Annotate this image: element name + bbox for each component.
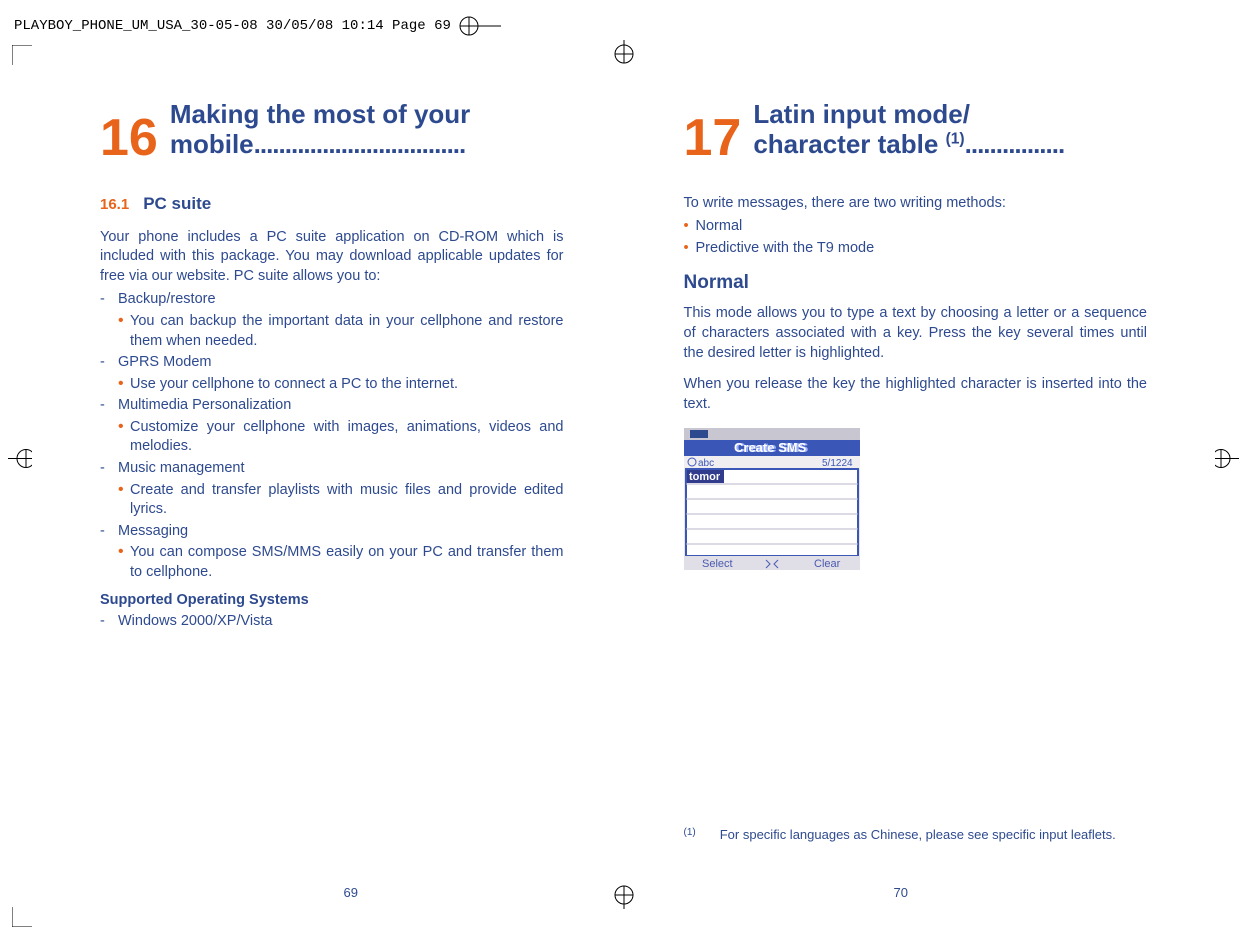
os-item: - Windows 2000/XP/Vista — [100, 612, 564, 632]
page-left: 16 Making the most of your mobile.......… — [0, 60, 624, 892]
list-subitem: •Use your cellphone to connect a PC to t… — [118, 375, 564, 395]
list-subitem: •Customize your cellphone with images, a… — [118, 418, 564, 457]
os-heading: Supported Operating Systems — [100, 592, 564, 608]
list-subitem: •You can backup the important data in yo… — [118, 312, 564, 351]
right-intro: To write messages, there are two writing… — [684, 194, 1148, 214]
list-subitem: •Create and transfer playlists with musi… — [118, 481, 564, 520]
intro-text: Your phone includes a PC suite applicati… — [100, 228, 564, 287]
page-header: PLAYBOY_PHONE_UM_USA_30-05-08 30/05/08 1… — [14, 14, 501, 38]
title-dots: ................ — [965, 129, 1065, 159]
chapter-title: Making the most of your mobile..........… — [170, 100, 564, 160]
list-item: -Messaging — [100, 522, 564, 542]
list-item: •Normal — [684, 217, 1148, 237]
svg-text:abc: abc — [698, 458, 714, 469]
chapter-number: 16 — [100, 116, 158, 160]
footnote: (1) For specific languages as Chinese, p… — [684, 827, 1116, 842]
list-item: -Music management — [100, 459, 564, 479]
svg-text:Create SMS: Create SMS — [734, 440, 807, 455]
title-dots: .................................. — [254, 129, 466, 159]
list-item: -Multimedia Personalization — [100, 396, 564, 416]
page-number-right: 70 — [894, 885, 908, 900]
phone-screenshot: Create SMS Create SMS abc 5/1224 tomor S… — [684, 428, 860, 570]
svg-text:Select: Select — [702, 558, 733, 570]
footnote-mark: (1) — [684, 827, 696, 838]
svg-text:5/1224: 5/1224 — [822, 458, 853, 469]
list-item: -Backup/restore — [100, 290, 564, 310]
svg-text:Clear: Clear — [814, 558, 841, 570]
section-title: PC suite — [143, 194, 211, 214]
chapter-title: Latin input mode/ character table (1)...… — [753, 100, 1147, 160]
footnote-text: For specific languages as Chinese, pleas… — [720, 827, 1116, 842]
list-item: •Predictive with the T9 mode — [684, 239, 1148, 259]
svg-text:tomor: tomor — [689, 471, 721, 483]
corner-bl-icon — [12, 907, 32, 932]
header-text: PLAYBOY_PHONE_UM_USA_30-05-08 30/05/08 1… — [14, 18, 451, 34]
chapter-16: 16 Making the most of your mobile.......… — [100, 100, 564, 160]
writing-methods-list: •Normal•Predictive with the T9 mode — [684, 217, 1148, 258]
footnote-ref: (1) — [946, 130, 965, 147]
page-right: 17 Latin input mode/ character table (1)… — [624, 60, 1247, 892]
page-number-left: 69 — [344, 885, 358, 900]
normal-heading: Normal — [684, 272, 1148, 294]
chapter-17: 17 Latin input mode/ character table (1)… — [684, 100, 1148, 160]
normal-p1: This mode allows you to type a text by c… — [684, 304, 1148, 363]
feature-list: -Backup/restore•You can backup the impor… — [100, 290, 564, 582]
header-bracket-icon — [457, 14, 501, 38]
list-subitem: •You can compose SMS/MMS easily on your … — [118, 543, 564, 582]
normal-p2: When you release the key the highlighted… — [684, 375, 1148, 414]
content-wrap: 16 Making the most of your mobile.......… — [0, 60, 1247, 892]
section-number: 16.1 — [100, 196, 129, 213]
section-16-1: 16.1 PC suite — [100, 194, 564, 214]
list-item: -GPRS Modem — [100, 353, 564, 373]
chapter-number: 17 — [684, 116, 742, 160]
